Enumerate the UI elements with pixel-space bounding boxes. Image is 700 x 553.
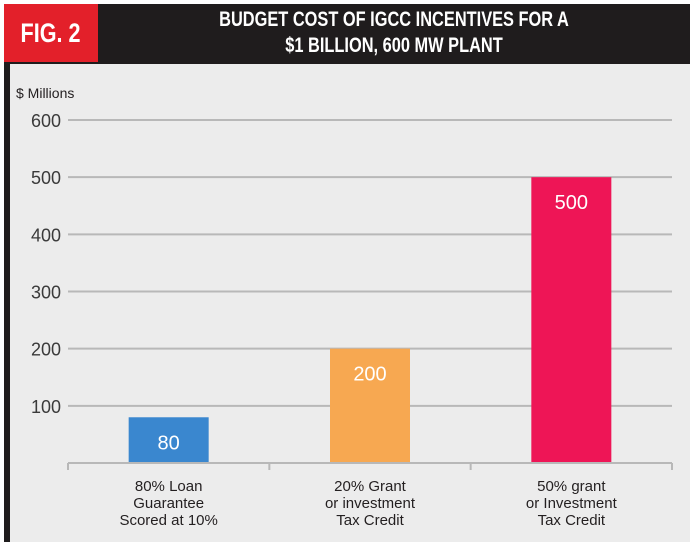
bar — [330, 348, 410, 463]
bar-value-label: 80 — [158, 432, 180, 454]
figure-badge: FIG. 2 — [4, 4, 98, 62]
x-category-label: or investment — [325, 495, 416, 512]
chart-title: BUDGET COST OF IGCC INCENTIVES FOR A $1 … — [98, 4, 690, 62]
x-category-label: 20% Grant — [334, 478, 407, 495]
y-tick-label: 300 — [31, 283, 61, 303]
x-category-label: Guarantee — [133, 495, 204, 512]
chart-title-line-1: BUDGET COST OF IGCC INCENTIVES FOR A — [219, 8, 569, 31]
x-category-label: or Investment — [526, 495, 618, 512]
x-category-label: Tax Credit — [538, 512, 606, 529]
figure-number: FIG. 2 — [20, 17, 81, 48]
x-category-label: 50% grant — [537, 478, 606, 495]
y-tick-label: 500 — [31, 168, 61, 188]
y-tick-label: 400 — [31, 225, 61, 245]
y-axis-label: $ Millions — [16, 85, 74, 101]
x-category-label: Tax Credit — [336, 512, 404, 529]
x-category-label: Scored at 10% — [119, 512, 217, 529]
bar-value-label: 500 — [555, 192, 588, 214]
bar-value-label: 200 — [353, 364, 386, 386]
y-tick-label: 600 — [31, 111, 61, 131]
bar — [128, 417, 209, 463]
y-tick-label: 200 — [31, 340, 61, 360]
bar — [531, 177, 612, 463]
chart-title-line-2: $1 BILLION, 600 MW PLANT — [285, 34, 503, 57]
x-category-label: 80% Loan — [135, 478, 203, 495]
y-tick-label: 100 — [31, 397, 61, 417]
